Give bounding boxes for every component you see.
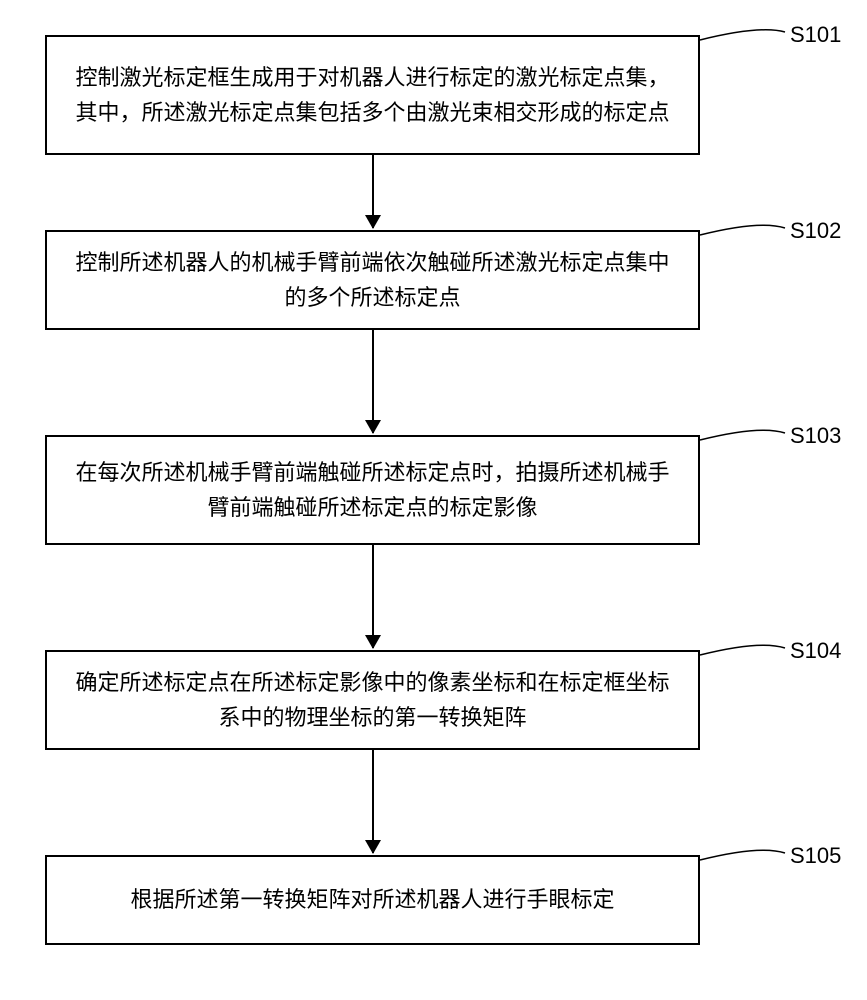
arrow-2 (372, 330, 374, 433)
step-box-s102: 控制所述机器人的机械手臂前端依次触碰所述激光标定点集中的多个所述标定点 (45, 230, 700, 330)
step-text: 控制所述机器人的机械手臂前端依次触碰所述激光标定点集中的多个所述标定点 (67, 245, 678, 315)
step-text: 在每次所述机械手臂前端触碰所述标定点时，拍摄所述机械手臂前端触碰所述标定点的标定… (67, 455, 678, 525)
step-text: 确定所述标定点在所述标定影像中的像素坐标和在标定框坐标系中的物理坐标的第一转换矩… (67, 665, 678, 735)
arrow-3 (372, 545, 374, 648)
step-box-s103: 在每次所述机械手臂前端触碰所述标定点时，拍摄所述机械手臂前端触碰所述标定点的标定… (45, 435, 700, 545)
step-label-s104: S104 (790, 638, 841, 664)
step-text: 根据所述第一转换矩阵对所述机器人进行手眼标定 (130, 882, 614, 917)
arrow-1 (372, 155, 374, 228)
flowchart-container: 控制激光标定框生成用于对机器人进行标定的激光标定点集，其中，所述激光标定点集包括… (0, 0, 867, 1000)
step-label-s105: S105 (790, 843, 841, 869)
step-text: 控制激光标定框生成用于对机器人进行标定的激光标定点集，其中，所述激光标定点集包括… (67, 60, 678, 130)
step-label-s101: S101 (790, 22, 841, 48)
step-box-s105: 根据所述第一转换矩阵对所述机器人进行手眼标定 (45, 855, 700, 945)
step-box-s101: 控制激光标定框生成用于对机器人进行标定的激光标定点集，其中，所述激光标定点集包括… (45, 35, 700, 155)
step-label-s102: S102 (790, 218, 841, 244)
step-box-s104: 确定所述标定点在所述标定影像中的像素坐标和在标定框坐标系中的物理坐标的第一转换矩… (45, 650, 700, 750)
step-label-s103: S103 (790, 423, 841, 449)
arrow-4 (372, 750, 374, 853)
